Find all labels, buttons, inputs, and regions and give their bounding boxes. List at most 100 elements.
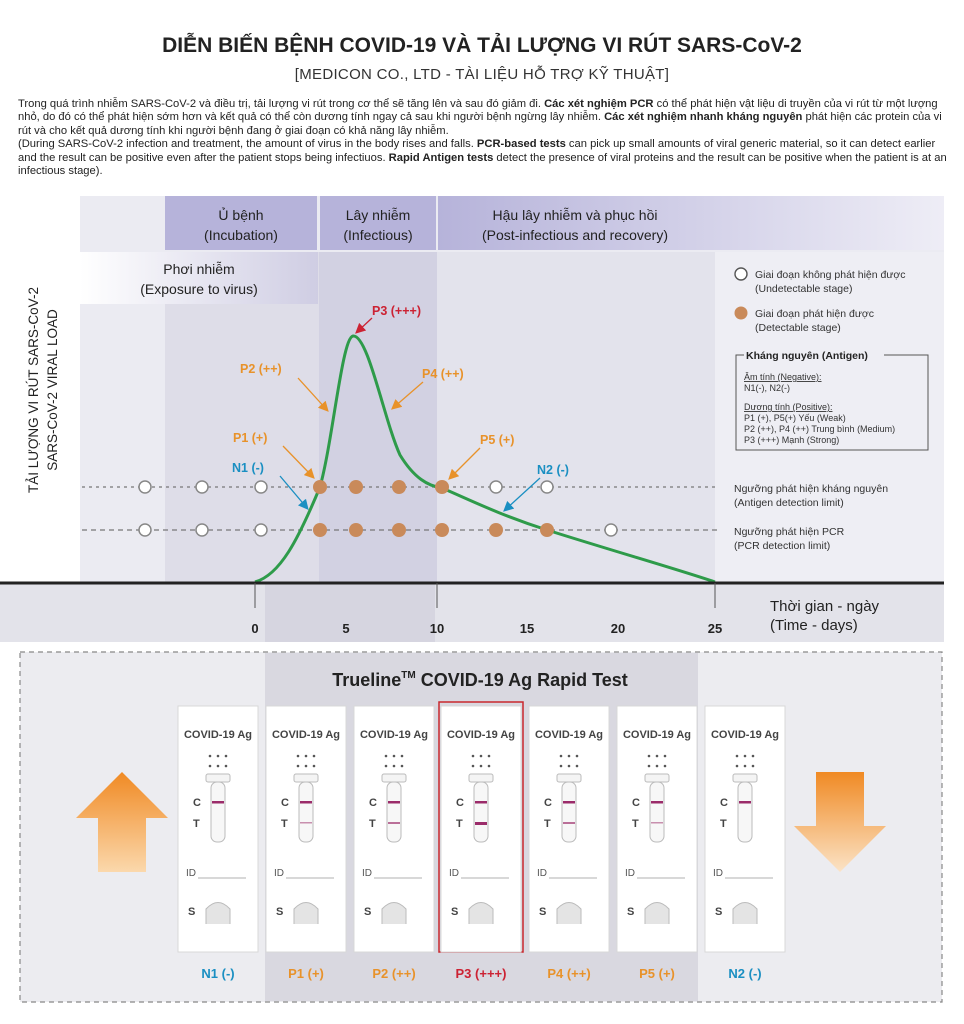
- callout-p2: P2 (++): [240, 362, 282, 376]
- cassette-dot: [304, 754, 308, 758]
- sample-well: [732, 902, 758, 924]
- cassette-dot: [384, 764, 388, 768]
- cassette-dot: [487, 754, 491, 758]
- x-axis-label-en: (Time - days): [770, 617, 858, 634]
- rapid-test-name: COVID-19 Ag Rapid Test: [416, 670, 628, 690]
- callout-p4-arrow: [391, 381, 424, 410]
- antigen-threshold-label-vi: Ngưỡng phát hiện kháng nguyên: [734, 483, 888, 495]
- result-window: [561, 781, 577, 843]
- test-line: [300, 822, 312, 824]
- legend-negative-title: Âm tính (Negative):: [744, 372, 822, 382]
- result-window-top: [205, 773, 231, 783]
- sample-mark: S: [451, 906, 458, 918]
- cassette-dot: [663, 754, 667, 758]
- x-axis-label-vi: Thời gian - ngày: [770, 598, 880, 615]
- cassette-dot: [743, 764, 747, 768]
- sample-well: [293, 902, 319, 924]
- result-label: P5 (+): [639, 966, 675, 981]
- pcr-detectable-dot: [540, 523, 554, 537]
- antigen-detectable-dot: [435, 480, 449, 494]
- legend-detectable-dot: [734, 306, 748, 320]
- result-window-top: [381, 773, 407, 783]
- result-label: N2 (-): [728, 966, 761, 981]
- test-line: [563, 822, 575, 824]
- infectious-zone: [319, 252, 437, 584]
- test-mark: T: [720, 818, 727, 830]
- post-infectious-zone: [437, 252, 715, 584]
- pcr-detectable-dot: [349, 523, 363, 537]
- test-line: [388, 822, 400, 824]
- antigen-undetectable-dot: [195, 480, 209, 494]
- cassette-dot: [743, 754, 747, 758]
- intro-vi-pcr: Các xét nghiệm PCR: [544, 98, 654, 110]
- control-mark: C: [544, 797, 552, 809]
- id-mark: ID: [186, 868, 196, 879]
- test-mark: T: [456, 818, 463, 830]
- cassette-dot: [559, 764, 563, 768]
- cassette-dot: [559, 754, 563, 758]
- cassette-dot: [224, 754, 228, 758]
- cassette-dot: [575, 764, 579, 768]
- antigen-detectable-dot: [313, 480, 327, 494]
- cassette-dot: [400, 764, 404, 768]
- control-mark: C: [720, 797, 728, 809]
- pcr-detectable-dot: [489, 523, 503, 537]
- sample-mark: S: [715, 906, 722, 918]
- sample-well: [468, 902, 494, 924]
- cassette-dot: [567, 754, 571, 758]
- x-axis-infectious-shade: [265, 584, 435, 642]
- callout-p2-arrow: [297, 377, 329, 412]
- cassette-dot: [655, 754, 659, 758]
- cassette-dot: [208, 764, 212, 768]
- incubation-zone: [165, 252, 319, 584]
- stage-infectious-vi: Lây nhiễm: [346, 207, 411, 223]
- callout-n2: N2 (-): [537, 463, 569, 477]
- rapid-test-brand: Trueline: [332, 670, 401, 690]
- test-mark: T: [369, 818, 376, 830]
- control-line: [563, 801, 575, 804]
- result-window: [386, 781, 402, 843]
- result-window-top: [293, 773, 319, 783]
- test-mark: T: [193, 818, 200, 830]
- id-mark: ID: [274, 868, 284, 879]
- result-window: [649, 781, 665, 843]
- pcr-undetectable-dot: [254, 523, 268, 537]
- sample-well: [556, 902, 582, 924]
- stage-incubation-en: (Incubation): [204, 227, 278, 243]
- antigen-detectable-dot: [392, 480, 406, 494]
- callout-n2-arrow: [503, 477, 541, 512]
- stage-post-vi: Hậu lây nhiễm và phục hồi: [493, 207, 658, 223]
- cassette-label: COVID-19 Ag: [184, 729, 252, 741]
- cassette-dot: [296, 764, 300, 768]
- cassette-dot: [663, 764, 667, 768]
- page-title: DIỄN BIẾN BỆNH COVID-19 VÀ TẢI LƯỢNG VI …: [162, 34, 802, 57]
- stage-infectious-en: (Infectious): [343, 227, 412, 243]
- stage-exposure-vi: Phơi nhiễm: [163, 261, 234, 277]
- test-line: [651, 822, 663, 824]
- sample-mark: S: [276, 906, 283, 918]
- legend-positive-weak: P1 (+), P5(+) Yếu (Weak): [744, 413, 846, 423]
- control-mark: C: [281, 797, 289, 809]
- increase-arrow-icon: [76, 772, 168, 872]
- intro-en-part-3: detect the presence of viral proteins an…: [18, 151, 947, 178]
- cassette-dot: [479, 764, 483, 768]
- cassette-dot: [471, 764, 475, 768]
- legend-negative-items: N1(-), N2(-): [744, 383, 790, 393]
- x-tick-20: 20: [611, 621, 625, 636]
- legend-undetectable-vi: Giai đoạn không phát hiện được: [755, 269, 906, 281]
- pcr-undetectable-dot: [138, 523, 152, 537]
- x-tick-10: 10: [430, 621, 444, 636]
- sample-well: [644, 902, 670, 924]
- cassette-dot: [471, 754, 475, 758]
- cassette-dot: [487, 764, 491, 768]
- callout-p3: P3 (+++): [372, 304, 421, 318]
- sample-well: [205, 902, 231, 924]
- stage-infectious-band: [320, 196, 436, 250]
- control-line: [739, 801, 751, 804]
- cassette-dot: [567, 764, 571, 768]
- result-window: [298, 781, 314, 843]
- intro-text: Trong quá trình nhiễm SARS-CoV-2 và điều…: [18, 98, 948, 178]
- cassette-dot: [384, 754, 388, 758]
